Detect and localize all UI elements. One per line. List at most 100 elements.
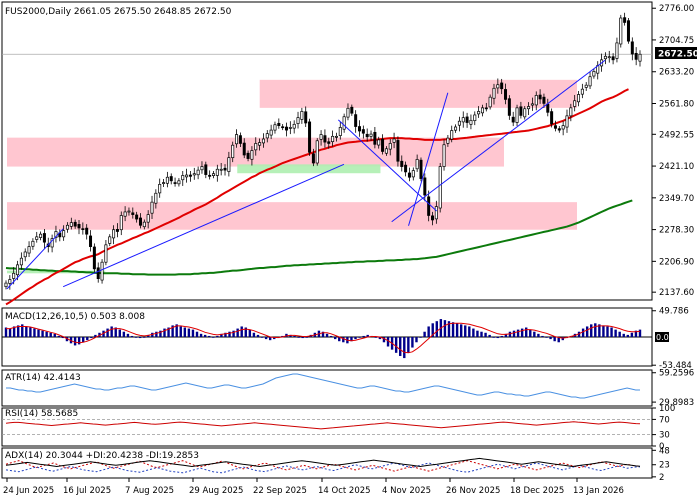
candle-body: [365, 133, 369, 138]
price-tick-label: 2561.80: [659, 99, 694, 109]
macd-bar: [537, 333, 540, 337]
adx-title: ADX(14) 20.3044 +DI:20.4238 -DI:19.2853: [5, 451, 199, 461]
atr-title: ATR(14) 42.4143: [5, 373, 81, 383]
candle-body: [258, 142, 262, 146]
candle: [565, 109, 569, 133]
candle-body: [473, 114, 477, 122]
candle: [427, 190, 431, 222]
candle: [619, 14, 623, 48]
candle: [592, 68, 596, 79]
macd-bar: [342, 337, 345, 343]
candle-body: [442, 144, 446, 167]
candle-body: [250, 150, 254, 160]
candle: [208, 170, 212, 180]
macd-bar: [224, 332, 227, 337]
candle: [308, 118, 312, 156]
macd-bar: [171, 325, 174, 337]
macd-bar: [163, 328, 166, 337]
candle: [85, 224, 89, 240]
candle-body: [488, 96, 492, 108]
candle: [431, 211, 435, 226]
candle: [638, 50, 642, 67]
candle: [511, 111, 515, 127]
candle: [89, 230, 93, 252]
candle: [315, 138, 319, 166]
candle-body: [112, 229, 116, 239]
candle-body: [530, 103, 534, 106]
macd-bar: [77, 337, 81, 345]
candle: [365, 128, 369, 142]
candle-body: [16, 264, 20, 276]
candle-body: [319, 134, 323, 140]
macd-bar: [236, 328, 239, 337]
candle: [16, 260, 20, 281]
candle-body: [584, 84, 588, 88]
macd-bar: [321, 331, 325, 337]
macd-bar: [598, 324, 601, 337]
candle-body: [19, 257, 23, 266]
candle-body: [281, 126, 285, 129]
candle-body: [419, 159, 423, 179]
candle: [223, 164, 227, 176]
macd-bar: [407, 337, 410, 353]
candle: [231, 141, 235, 163]
candle-body: [477, 111, 481, 115]
candle-body: [427, 196, 431, 216]
candle: [319, 130, 323, 146]
macd-bar: [86, 337, 89, 341]
candle: [477, 106, 481, 118]
macd-bar: [338, 337, 341, 342]
macd-bar: [472, 328, 475, 337]
macd-bar: [508, 331, 512, 337]
candle-body: [308, 121, 312, 153]
macd-bar: [634, 330, 638, 337]
macd-bar: [29, 327, 32, 337]
candle: [150, 195, 154, 219]
candle-body: [108, 236, 112, 244]
candle-body: [511, 116, 515, 123]
macd-bar: [394, 337, 398, 353]
macd-pane: 49.786 -53.484: [1, 307, 692, 371]
zone-resistance-3: [7, 202, 577, 230]
candle-body: [265, 133, 269, 139]
macd-bar: [541, 335, 544, 337]
candle-body: [77, 224, 81, 229]
macd-bar: [301, 337, 304, 339]
candle-body: [573, 100, 577, 107]
date-tick-label: 24 Jun 2025: [3, 486, 54, 496]
candle: [438, 163, 442, 213]
candle: [527, 102, 531, 115]
candle-body: [35, 236, 39, 240]
candle: [334, 132, 338, 142]
macd-bar: [25, 326, 28, 337]
candle-body: [534, 95, 538, 106]
candle-body: [515, 107, 519, 123]
candle-body: [54, 231, 58, 238]
macd-bar: [606, 326, 609, 337]
macd-bar: [118, 329, 121, 337]
candle-body: [500, 82, 504, 90]
candle-body: [626, 20, 630, 42]
macd-title: MACD(12,26,10,5) 0.503 8.008: [5, 312, 145, 322]
macd-bar: [594, 323, 597, 337]
candle: [211, 171, 215, 179]
candle-body: [504, 89, 508, 100]
macd-bar: [399, 337, 402, 356]
macd-bar: [183, 327, 187, 337]
candle-body: [565, 115, 569, 128]
candle: [446, 134, 450, 147]
candle: [550, 108, 554, 128]
macd-bar: [134, 337, 138, 338]
candle-body: [407, 172, 411, 178]
candle: [227, 151, 231, 177]
candle-body: [377, 139, 381, 146]
candle: [361, 125, 365, 139]
candle-body: [607, 56, 611, 59]
candle: [381, 134, 385, 155]
candle-body: [538, 94, 542, 100]
macd-bar: [4, 327, 8, 337]
candle-body: [162, 182, 166, 184]
candle: [4, 280, 8, 290]
candle-body: [62, 230, 66, 238]
macd-zero-label: 0.00: [656, 333, 674, 342]
